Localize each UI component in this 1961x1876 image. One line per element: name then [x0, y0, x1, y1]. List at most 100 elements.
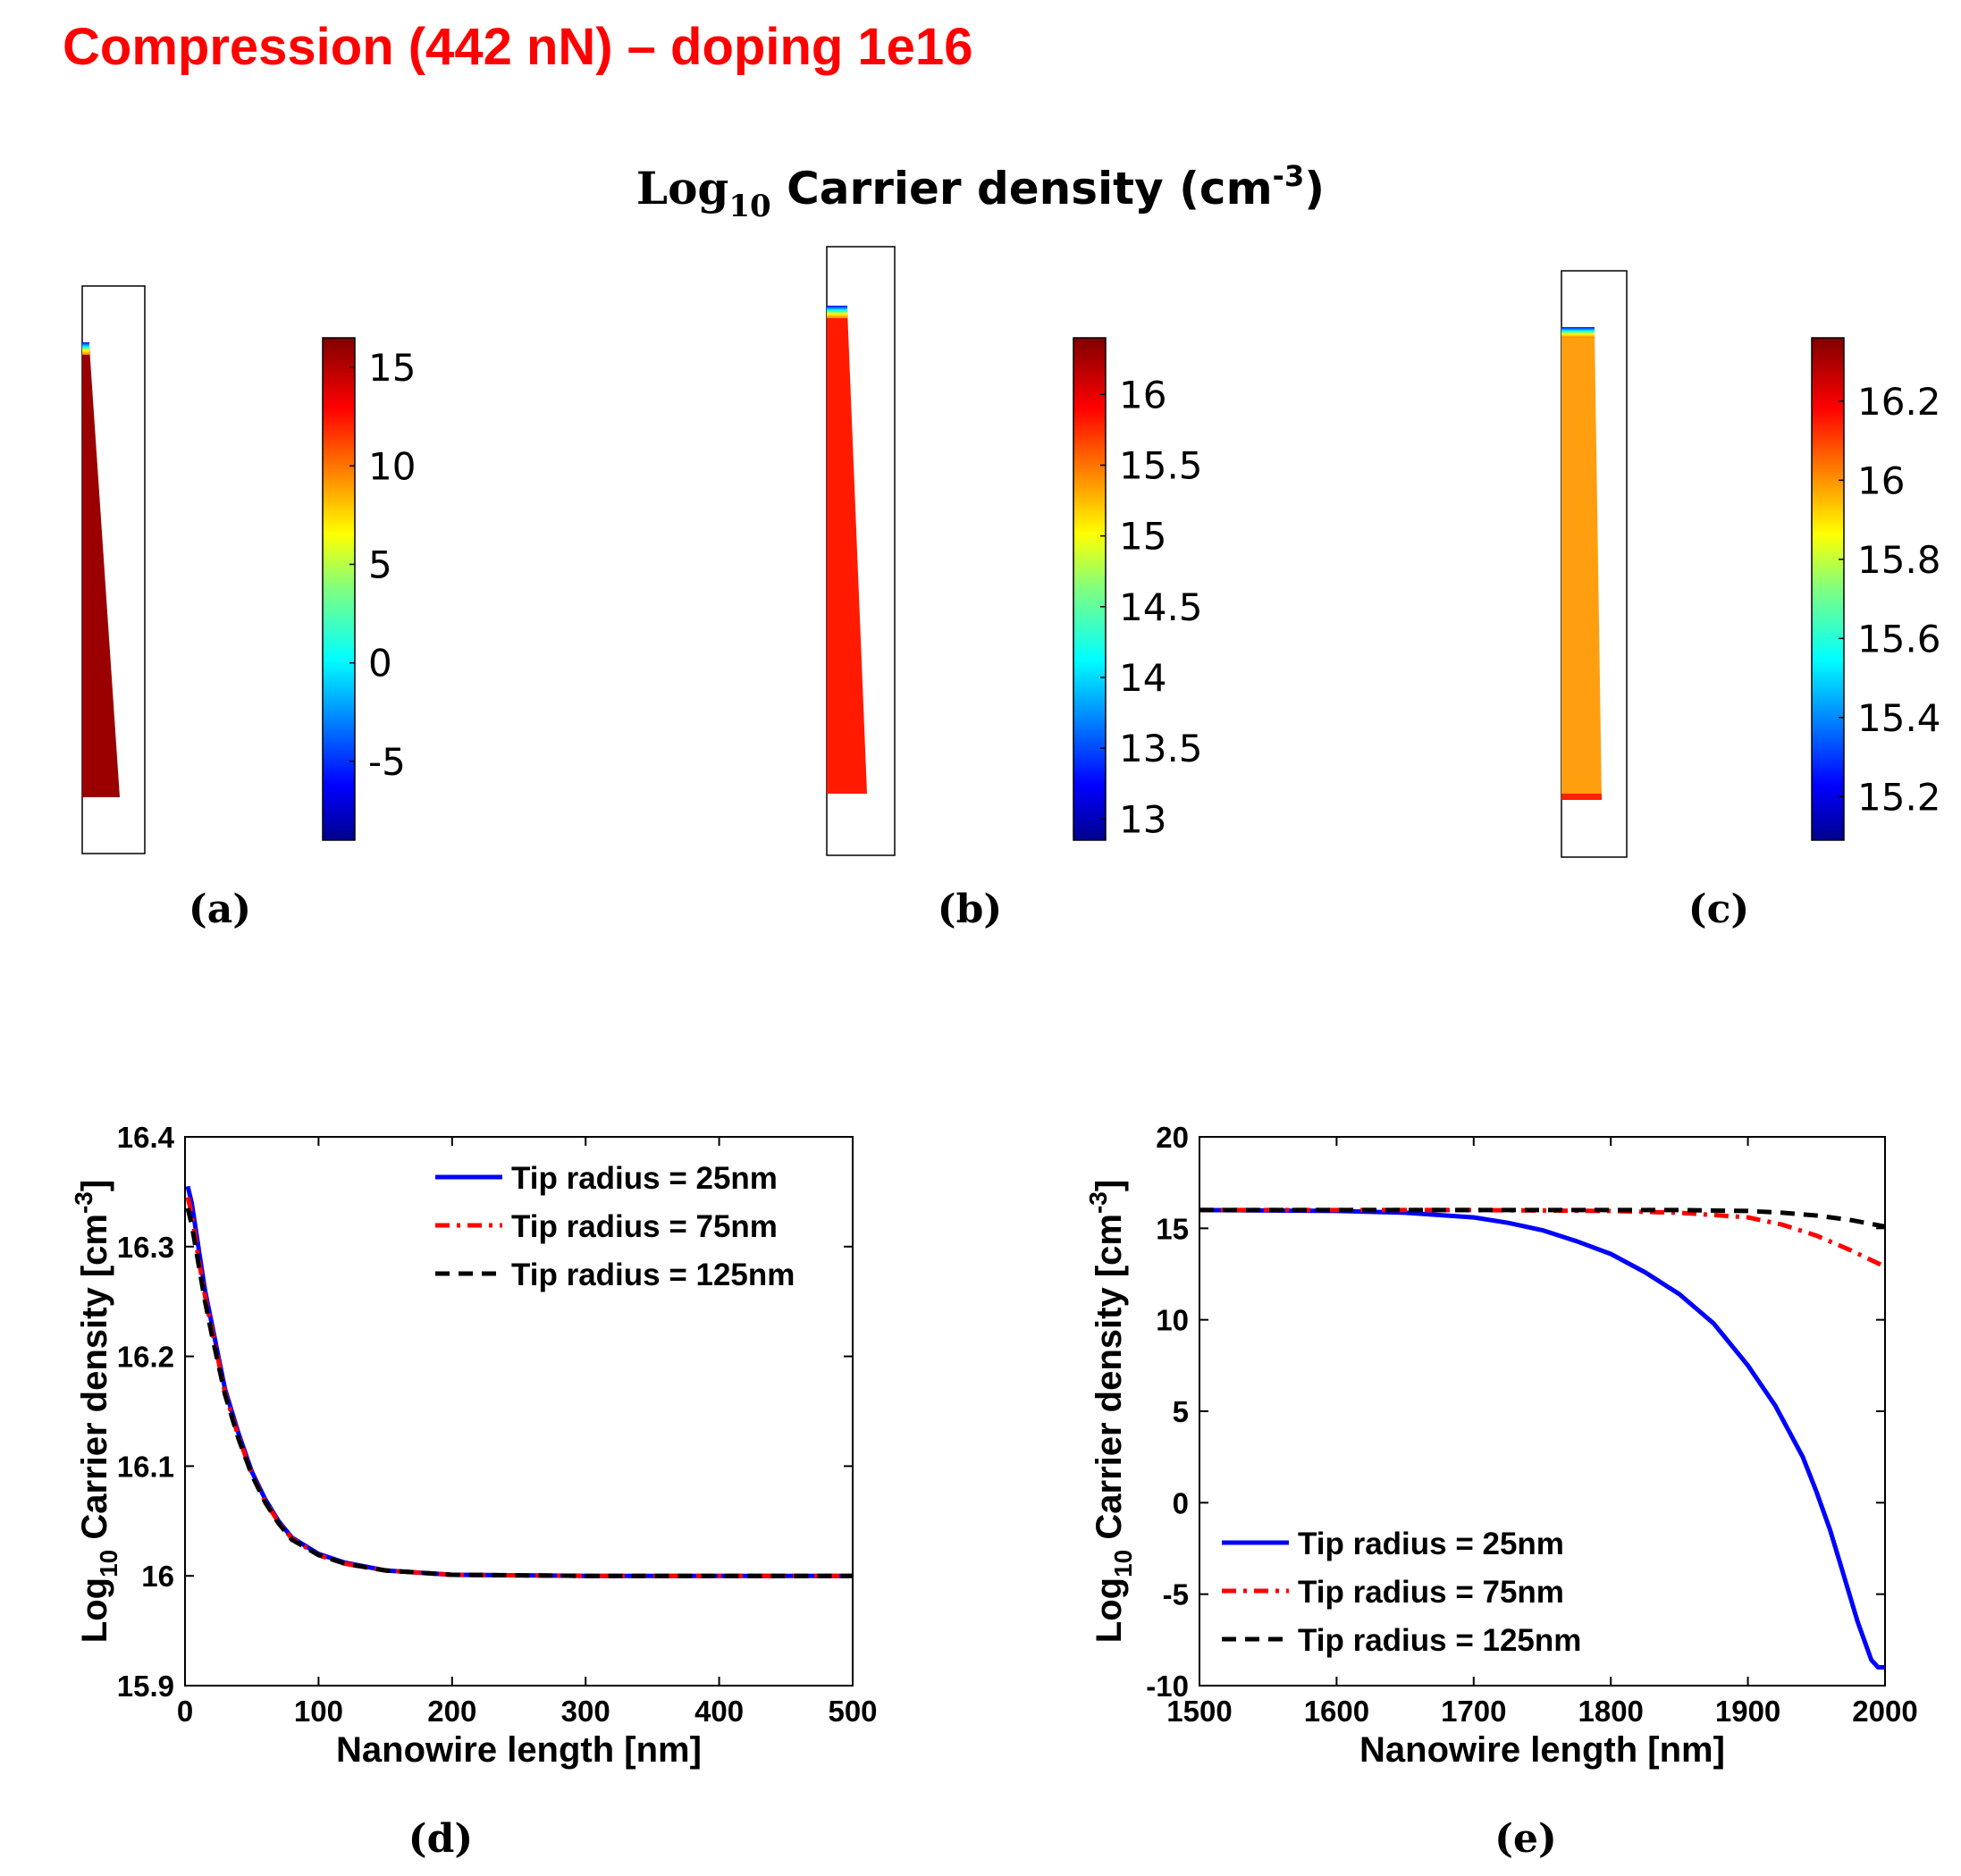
chart-d-legend-label-0: Tip radius = 25nm: [511, 1161, 778, 1196]
chart-e-ytick-label-6: 20: [1156, 1121, 1189, 1154]
colorbar-tick-label-b-2: 15: [1119, 515, 1166, 559]
chart-d-y-axis-label-part-3: -3: [70, 1191, 97, 1214]
colorbar-tick-label-c-5: 15.2: [1857, 775, 1941, 819]
chart-d-y-axis-label-part-1: 10: [95, 1550, 122, 1577]
panel-c: 16.2 16 15.8 15.6 15.4 15.2 (c): [1561, 270, 1941, 932]
chart-d-y-axis-label-part-2: Carrier density [cm: [75, 1214, 114, 1550]
chart-e-y-axis-label-part-4: ]: [1090, 1180, 1129, 1191]
panel-c-bottom-edge: [1561, 794, 1602, 800]
chart-d-ytick-label-1: 16: [141, 1560, 174, 1593]
chart-d-series-line-1: [185, 1196, 853, 1578]
chart-d-ytick-label-0: 15.9: [117, 1670, 174, 1703]
panel-b-colorbar-ticks: 16 15.5 15 14.5 14 13.5 13: [1100, 373, 1203, 841]
chart-e-series-line-0: [1199, 1207, 1885, 1670]
chart-d-legend-label-2: Tip radius = 125nm: [511, 1258, 795, 1292]
chart-e-xtick-label-3: 1800: [1578, 1695, 1643, 1728]
panel-c-colorbar-ticks: 16.2 16 15.8 15.6 15.4 15.2: [1839, 380, 1941, 819]
chart-d-y-axis-label-part-4: ]: [75, 1180, 114, 1191]
colorbar-tick-label-a-0: 15: [368, 346, 416, 390]
panel-a-colorbar-ticks: 15 10 5 0 -5: [349, 346, 416, 784]
panel-a: 15 10 5 0 -5 (a): [81, 285, 416, 932]
chart-e-ytick-label-3: 5: [1173, 1395, 1189, 1428]
chart-d-plot-frame: [184, 1136, 854, 1687]
panel-a-label: (a): [189, 887, 251, 932]
colorbar-tick-label-b-1: 15.5: [1119, 443, 1203, 487]
chart-e-y-axis-label: Log10 Carrier density [cm-3]: [1084, 1180, 1137, 1643]
colorbar-tick-label-a-1: 10: [368, 444, 416, 488]
chart-e-legend-label-2: Tip radius = 125nm: [1298, 1623, 1581, 1658]
colorbar-tick-label-b-4: 14: [1119, 656, 1166, 700]
chart-e-x-axis-label: Nanowire length [nm]: [1359, 1730, 1725, 1770]
colorbar-tick-label-b-6: 13: [1119, 797, 1166, 841]
colorbar-tick-label-c-4: 15.4: [1857, 696, 1941, 740]
chart-d-y-axis-label: Log10 Carrier density [cm-3]: [70, 1180, 122, 1643]
chart-d-ytick-label-4: 16.3: [117, 1231, 174, 1264]
chart-d-ytick-label-3: 16.2: [117, 1341, 174, 1374]
chart-d-xtick-label-0: 0: [177, 1695, 193, 1728]
colorbar-tick-label-b-5: 13.5: [1119, 727, 1203, 770]
maps-title-sub: 10: [728, 189, 770, 224]
panel-c-label: (c): [1688, 887, 1749, 932]
panel-b-colorbar: [1073, 337, 1107, 841]
chart-e-xtick-label-0: 1500: [1166, 1695, 1232, 1728]
header-title: Compression (442 nN) – doping 1e16: [63, 18, 972, 76]
maps-title: Log10 Carrier density (cm-3): [636, 159, 1325, 224]
panel-a-nanowire: [82, 347, 120, 797]
colorbar-tick-label-c-3: 15.6: [1857, 617, 1941, 660]
panel-a-colorbar: [322, 337, 356, 841]
chart-e-ytick-label-4: 10: [1156, 1304, 1189, 1337]
chart-e-y-axis-label-part-2: Carrier density [cm: [1090, 1214, 1129, 1550]
chart-d-ytick-label-2: 16.1: [117, 1450, 174, 1483]
panel-b-tip: [827, 306, 847, 318]
chart-e-ytick-label-5: 15: [1156, 1212, 1189, 1245]
panel-a-tip: [82, 342, 89, 355]
colorbar-tick-label-c-0: 16.2: [1857, 380, 1941, 424]
colorbar-tick-label-b-0: 16: [1119, 373, 1166, 416]
chart-d-xtick-label-2: 200: [427, 1695, 476, 1728]
panel-c-colorbar: [1811, 337, 1845, 841]
chart-e-y-axis-label-part-1: 10: [1109, 1550, 1137, 1577]
chart-e-ytick-label-1: -5: [1163, 1578, 1189, 1611]
chart-e-series-line-1: [1199, 1207, 1887, 1269]
chart-e-y-axis-label-part-3: -3: [1084, 1191, 1112, 1214]
chart-d-xtick-label-4: 400: [694, 1695, 744, 1728]
chart-e-ytick-label-0: -10: [1146, 1670, 1189, 1703]
maps-title-end: ): [1304, 163, 1325, 215]
chart-e-xtick-label-1: 1600: [1304, 1695, 1369, 1728]
chart-e-legend-label-1: Tip radius = 75nm: [1298, 1575, 1564, 1610]
chart-e-ytick-label-2: 0: [1173, 1486, 1189, 1519]
colorbar-tick-label-b-3: 14.5: [1119, 585, 1203, 629]
colorbar-tick-label-c-2: 15.8: [1857, 538, 1941, 582]
maps-title-sup: -3: [1273, 159, 1305, 193]
chart-d-legend-label-1: Tip radius = 75nm: [511, 1209, 778, 1244]
chart-d-ytick-label-5: 16.4: [117, 1121, 175, 1154]
colorbar-tick-label-a-3: 0: [368, 642, 392, 686]
colorbar-tick-label-a-4: -5: [368, 740, 406, 784]
panel-c-nanowire: [1561, 332, 1602, 800]
panel-c-tip: [1561, 327, 1595, 338]
chart-e-xtick-label-2: 1700: [1441, 1695, 1506, 1728]
chart-e-y-axis-label-part-0: Log: [1090, 1577, 1129, 1643]
maps-title-main: Carrier density (cm: [771, 163, 1273, 215]
panel-b-nanowire: [827, 310, 867, 794]
panel-b: 16 15.5 15 14.5 14 13.5 13 (b): [826, 246, 1203, 932]
chart-d-series-line-0: [185, 1185, 853, 1578]
chart-d-xtick-label-1: 100: [294, 1695, 343, 1728]
chart-e-xtick-label-4: 1900: [1715, 1695, 1780, 1728]
chart-e-xtick-label-5: 2000: [1852, 1695, 1917, 1728]
chart-e-legend-label-0: Tip radius = 25nm: [1298, 1527, 1564, 1561]
chart-d-xtick-label-5: 500: [828, 1695, 877, 1728]
chart-d-xtick-label-3: 300: [561, 1695, 610, 1728]
chart-d-panel-label: (d): [408, 1816, 473, 1862]
chart-d: 0 100 200 300 400 500 15.9 16 16.1 16.2 16.3 16.4 Ti…: [70, 1121, 878, 1770]
chart-e: 1500 1600 1700 1800 1900 2000 -10 -5 0 5 10 15 20 Tip…: [1084, 1121, 1918, 1770]
chart-e-panel-label: (e): [1494, 1816, 1557, 1862]
chart-d-y-axis-label-part-0: Log: [75, 1577, 114, 1643]
panel-b-label: (b): [938, 887, 1002, 932]
chart-d-series-line-2: [185, 1207, 853, 1578]
colorbar-tick-label-a-2: 5: [368, 543, 392, 586]
colorbar-tick-label-c-1: 16: [1857, 458, 1905, 502]
maps-title-log: Log: [636, 162, 728, 215]
chart-e-series-line-2: [1199, 1207, 1886, 1229]
